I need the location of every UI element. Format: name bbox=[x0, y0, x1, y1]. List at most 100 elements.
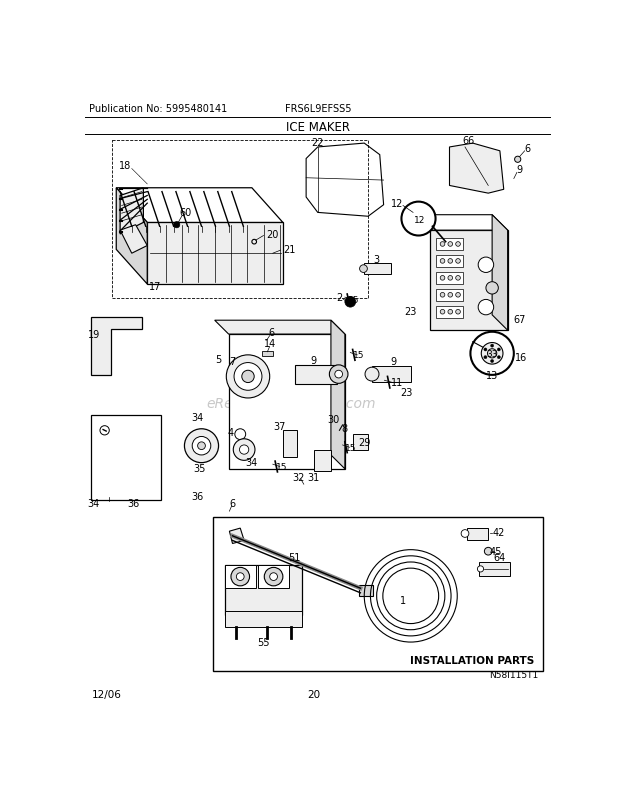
Polygon shape bbox=[331, 321, 345, 469]
Text: 51: 51 bbox=[288, 553, 301, 563]
Bar bbox=[262, 351, 273, 356]
Bar bbox=[213, 517, 542, 671]
Bar bbox=[372, 367, 410, 383]
Text: 7: 7 bbox=[229, 357, 236, 367]
Circle shape bbox=[456, 242, 460, 247]
Text: 34: 34 bbox=[87, 499, 99, 508]
Circle shape bbox=[448, 293, 453, 298]
Bar bbox=[359, 585, 373, 596]
Text: 29: 29 bbox=[358, 437, 370, 448]
Text: 32: 32 bbox=[292, 472, 304, 482]
Text: Publication No: 5995480141: Publication No: 5995480141 bbox=[89, 104, 228, 115]
Text: INSTALLATION PARTS: INSTALLATION PARTS bbox=[410, 655, 534, 665]
Circle shape bbox=[235, 429, 246, 440]
Bar bbox=[283, 431, 297, 458]
Text: 12: 12 bbox=[391, 199, 404, 209]
Circle shape bbox=[239, 445, 249, 455]
Bar bbox=[436, 273, 463, 285]
Text: 6: 6 bbox=[229, 499, 236, 508]
Circle shape bbox=[440, 242, 445, 247]
Circle shape bbox=[270, 573, 278, 581]
Circle shape bbox=[198, 443, 205, 450]
Text: 21: 21 bbox=[283, 245, 295, 255]
Circle shape bbox=[471, 332, 514, 375]
Polygon shape bbox=[215, 321, 345, 334]
Bar bbox=[224, 565, 303, 615]
Text: 9: 9 bbox=[516, 165, 522, 175]
Polygon shape bbox=[92, 318, 142, 375]
Circle shape bbox=[478, 300, 494, 315]
Bar bbox=[365, 264, 391, 274]
Text: 33: 33 bbox=[486, 350, 498, 358]
Bar bbox=[467, 529, 489, 540]
Text: 13: 13 bbox=[486, 371, 498, 380]
Text: 45: 45 bbox=[490, 546, 502, 557]
Text: 42: 42 bbox=[492, 527, 505, 537]
Text: N58I115T1: N58I115T1 bbox=[489, 670, 539, 679]
Bar bbox=[410, 214, 427, 225]
Circle shape bbox=[264, 568, 283, 586]
Circle shape bbox=[490, 360, 494, 363]
Polygon shape bbox=[492, 216, 508, 330]
Circle shape bbox=[365, 367, 379, 382]
Text: 36: 36 bbox=[127, 499, 140, 508]
Text: 19: 19 bbox=[88, 330, 100, 339]
Circle shape bbox=[174, 222, 180, 229]
Circle shape bbox=[448, 242, 453, 247]
Circle shape bbox=[478, 257, 494, 273]
Text: 20: 20 bbox=[308, 690, 321, 699]
Text: 12/06: 12/06 bbox=[92, 690, 122, 699]
Circle shape bbox=[360, 265, 367, 273]
Circle shape bbox=[486, 282, 498, 294]
Circle shape bbox=[481, 343, 503, 365]
Bar bbox=[224, 611, 303, 627]
Text: 8: 8 bbox=[342, 423, 348, 433]
Text: 4: 4 bbox=[228, 427, 234, 437]
Circle shape bbox=[448, 276, 453, 281]
Text: 17: 17 bbox=[149, 282, 161, 292]
Circle shape bbox=[484, 356, 487, 359]
Text: 35: 35 bbox=[193, 464, 205, 473]
Text: 64: 64 bbox=[494, 553, 506, 563]
Text: 12: 12 bbox=[414, 216, 425, 225]
Text: 14: 14 bbox=[264, 339, 276, 349]
Text: 15: 15 bbox=[345, 444, 357, 452]
Circle shape bbox=[490, 345, 494, 348]
Circle shape bbox=[440, 259, 445, 264]
Circle shape bbox=[192, 437, 211, 456]
Circle shape bbox=[329, 366, 348, 384]
Polygon shape bbox=[229, 334, 345, 469]
Circle shape bbox=[484, 548, 492, 555]
Polygon shape bbox=[430, 231, 508, 330]
Polygon shape bbox=[415, 216, 508, 231]
Text: 60: 60 bbox=[180, 209, 192, 218]
Bar bbox=[294, 366, 337, 385]
Bar bbox=[258, 565, 289, 589]
Bar bbox=[436, 238, 463, 251]
Circle shape bbox=[456, 310, 460, 314]
Bar bbox=[353, 435, 368, 450]
Circle shape bbox=[236, 573, 244, 581]
Polygon shape bbox=[148, 223, 283, 285]
Circle shape bbox=[497, 356, 500, 359]
Bar bbox=[479, 562, 510, 576]
Polygon shape bbox=[120, 188, 143, 235]
Circle shape bbox=[226, 355, 270, 399]
Bar bbox=[417, 216, 421, 223]
Bar bbox=[436, 290, 463, 302]
Text: 31: 31 bbox=[308, 472, 320, 482]
Text: 15: 15 bbox=[348, 296, 359, 305]
Text: 67: 67 bbox=[514, 314, 526, 324]
Circle shape bbox=[100, 426, 109, 435]
Bar bbox=[314, 450, 331, 472]
Circle shape bbox=[185, 429, 219, 463]
Bar bbox=[92, 415, 161, 500]
Text: ICE MAKER: ICE MAKER bbox=[286, 120, 350, 133]
Polygon shape bbox=[117, 188, 283, 223]
Text: 34: 34 bbox=[192, 413, 204, 423]
Text: 6: 6 bbox=[524, 144, 530, 153]
Text: 11: 11 bbox=[391, 377, 403, 387]
Bar bbox=[422, 216, 427, 223]
Circle shape bbox=[345, 297, 356, 308]
Text: 1: 1 bbox=[400, 595, 406, 605]
